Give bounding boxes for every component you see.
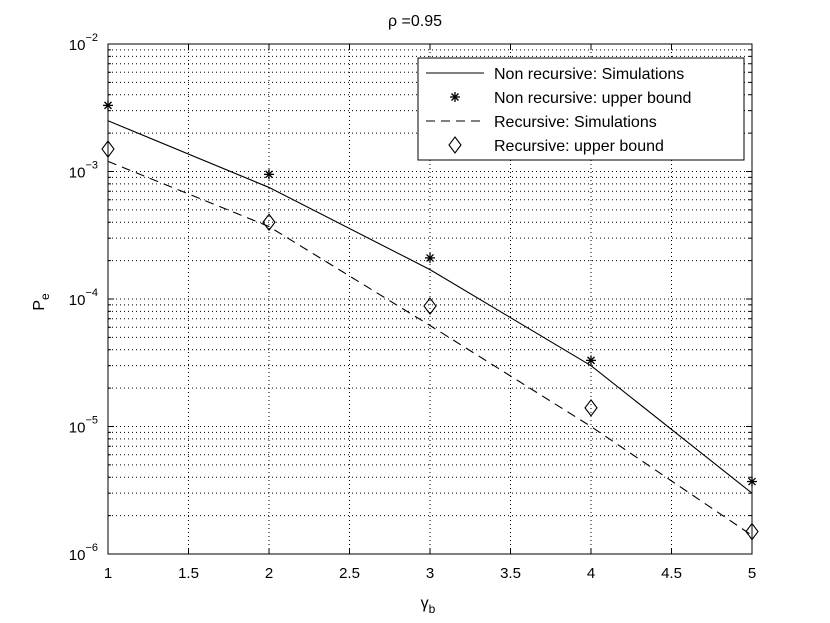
diamond-marker — [101, 140, 115, 158]
legend-box — [417, 57, 745, 161]
x-axis-label: γb — [421, 595, 436, 616]
y-tick-label-base: 10 — [69, 37, 86, 54]
star-marker — [264, 169, 274, 180]
x-tick-label: 3 — [426, 565, 434, 582]
legend-swatch-diamond — [448, 136, 462, 154]
y-tick-label-exponent: −2 — [85, 32, 98, 44]
legend-label: Non recursive: upper bound — [494, 90, 691, 107]
x-tick-label: 1 — [104, 565, 112, 582]
y-tick-label: 10−5 — [69, 415, 98, 437]
y-tick-label: 10−2 — [69, 32, 98, 54]
y-tick-label: 10−6 — [69, 542, 98, 564]
x-tick-label: 1.5 — [178, 565, 199, 582]
series-line-solid — [107, 120, 753, 494]
star-marker — [747, 476, 757, 487]
x-tick-label: 5 — [748, 565, 756, 582]
star-marker — [586, 355, 596, 366]
x-tick-label: 2.5 — [339, 565, 360, 582]
chart-title: ρ =0.95 — [388, 13, 442, 30]
y-axis-label: Pe — [31, 293, 52, 311]
diamond-marker — [423, 297, 437, 315]
x-axis-label-subscript: b — [429, 602, 436, 616]
diamond-marker — [584, 398, 598, 417]
y-tick-label-base: 10 — [69, 547, 86, 564]
legend-label: Recursive: Simulations — [494, 114, 657, 131]
legend-label: Recursive: upper bound — [494, 138, 664, 155]
series-layer — [101, 100, 759, 541]
legend: Non recursive: Simulations Non recursive:… — [417, 57, 745, 161]
y-tick-label-base: 10 — [69, 420, 86, 437]
x-axis-label-main: γ — [421, 595, 429, 612]
y-tick-label: 10−4 — [69, 287, 98, 309]
y-tick-label: 10−3 — [69, 160, 98, 182]
y-tick-label-base: 10 — [69, 292, 86, 309]
y-axis-label-subscript: e — [38, 293, 52, 300]
diamond-marker — [262, 213, 276, 232]
series-line-dashed — [107, 160, 753, 536]
y-tick-label-exponent: −3 — [85, 160, 98, 172]
y-axis-label-group: Pe — [31, 293, 52, 311]
legend-swatch-star — [450, 92, 460, 102]
star-marker — [425, 252, 435, 263]
y-tick-label-base: 10 — [69, 165, 86, 182]
x-tick-label: 3.5 — [500, 565, 521, 582]
star-marker — [103, 100, 113, 111]
y-tick-label-exponent: −4 — [85, 287, 98, 299]
axis-ticks: 1 1.5 2 2.5 3 3.5 4 4.5 510−610−510−410−310−2 — [69, 32, 756, 582]
y-axis-label-main: P — [31, 300, 48, 311]
legend-label: Non recursive: Simulations — [494, 66, 684, 83]
x-tick-label: 4.5 — [661, 565, 682, 582]
y-tick-label-exponent: −5 — [85, 415, 98, 427]
y-tick-label-exponent: −6 — [85, 542, 98, 554]
diamond-marker — [745, 522, 759, 541]
x-tick-label: 4 — [587, 565, 595, 582]
x-tick-label: 2 — [265, 565, 273, 582]
